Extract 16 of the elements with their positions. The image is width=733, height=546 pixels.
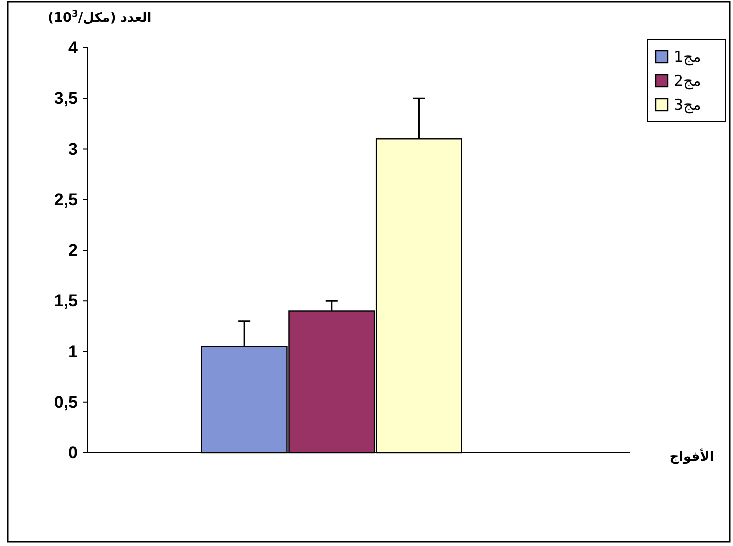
y-tick-label: 1 <box>68 342 78 362</box>
legend-label: مج1 <box>674 48 702 66</box>
x-axis-title: الأفواج <box>670 448 714 464</box>
y-tick-label: 0,5 <box>54 392 78 412</box>
y-tick-label: 1,5 <box>54 292 78 311</box>
y-tick-label: 2,5 <box>54 190 78 210</box>
y-tick-label: 4 <box>68 38 79 58</box>
legend-item: مج2 <box>655 72 702 90</box>
legend-item: مج3 <box>655 96 702 114</box>
legend-label: مج3 <box>674 96 702 114</box>
y-tick-label: 0 <box>68 444 78 462</box>
legend-label: مج2 <box>674 72 702 90</box>
legend-item: مج1 <box>655 48 702 66</box>
y-tick-label: 3,5 <box>54 89 78 108</box>
y-tick-label: 3 <box>68 140 78 159</box>
y-tick-label: 2 <box>68 241 78 260</box>
